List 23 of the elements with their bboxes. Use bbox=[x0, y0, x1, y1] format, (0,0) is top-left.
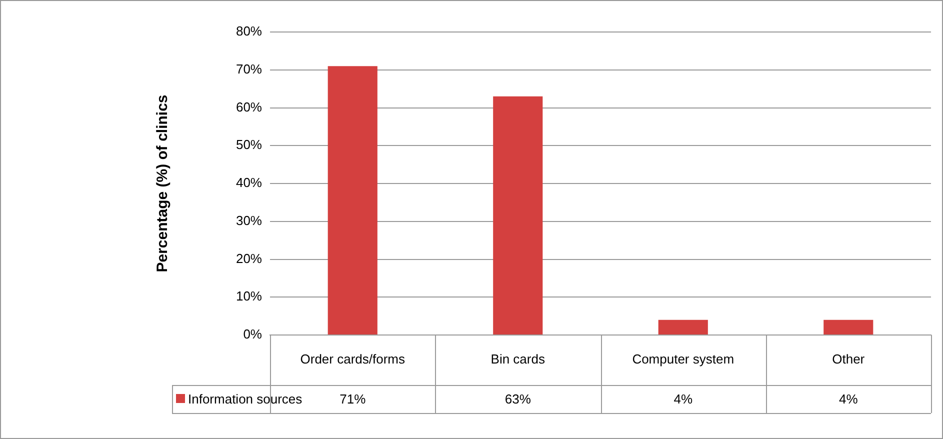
y-tick-label: 40% bbox=[236, 175, 262, 190]
data-label: 4% bbox=[674, 392, 693, 407]
x-tick-label: Order cards/forms bbox=[300, 352, 406, 367]
data-label: 4% bbox=[838, 392, 858, 407]
y-tick-label: 10% bbox=[236, 288, 262, 304]
x-tick-label: Bin cards bbox=[490, 352, 546, 367]
bar bbox=[824, 320, 874, 334]
x-tick-label: Other bbox=[832, 352, 866, 367]
data-label: 63% bbox=[504, 392, 532, 407]
bar bbox=[493, 96, 543, 334]
y-tick-label: 20% bbox=[236, 250, 262, 266]
y-tick-label: 80% bbox=[236, 24, 262, 39]
bar bbox=[328, 66, 378, 334]
legend-label: Information sources bbox=[188, 392, 303, 407]
y-tick-label: 50% bbox=[236, 137, 262, 152]
data-label: 71% bbox=[340, 392, 366, 407]
y-axis-title: Percentage (%) of clinics bbox=[154, 94, 172, 272]
y-tick-label: 0% bbox=[243, 326, 262, 342]
bar bbox=[658, 320, 708, 334]
y-tick-label: 60% bbox=[236, 99, 262, 114]
y-tick-label: 30% bbox=[236, 212, 262, 228]
x-tick-label: Computer system bbox=[632, 352, 734, 367]
y-tick-label: 70% bbox=[236, 61, 262, 76]
